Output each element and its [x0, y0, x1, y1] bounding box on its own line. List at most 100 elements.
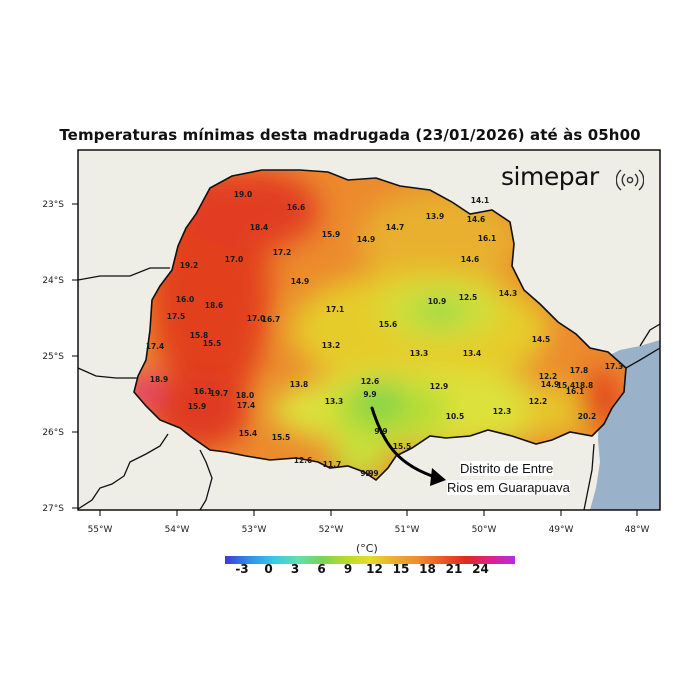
- station-value: 16.1: [194, 387, 213, 396]
- station-value: 14.9: [541, 380, 560, 389]
- station-value: 10.5: [446, 412, 465, 421]
- page-title: Temperaturas mínimas desta madrugada (23…: [59, 126, 641, 144]
- axis-labels: 55°W 54°W 53°W 52°W 51°W 50°W 49°W 48°W …: [42, 200, 649, 535]
- colorbar-tick-label: 6: [317, 562, 326, 576]
- lon-tick-label: 53°W: [242, 525, 267, 535]
- lon-tick-label: 48°W: [625, 525, 650, 535]
- lon-tick-label: 49°W: [549, 525, 574, 535]
- map-frame: [77, 149, 661, 511]
- station-value: 17.0: [247, 314, 266, 323]
- station-value: 12.6: [361, 377, 380, 386]
- station-value: 17.8: [570, 366, 589, 375]
- station-value: 14.9: [291, 277, 310, 286]
- lon-tick-label: 52°W: [319, 525, 344, 535]
- colorbar-tick-label: -3: [235, 562, 249, 576]
- annotation-line-1: Distrito de Entre: [460, 461, 554, 476]
- colorbar-tick-label: 24: [472, 562, 489, 576]
- station-value: 17.2: [273, 248, 292, 257]
- station-value: 14.9: [357, 235, 376, 244]
- colorbar-tick-label: 9: [343, 562, 353, 576]
- station-value: 16.7: [262, 315, 281, 324]
- station-value: 15.4: [239, 429, 258, 438]
- colorbar: [225, 556, 515, 564]
- station-value: 14.6: [461, 255, 480, 264]
- station-value: 17.0: [225, 255, 244, 264]
- station-value: 13.8: [290, 380, 309, 389]
- signal-rings-icon: [616, 169, 644, 191]
- station-value: 12.5: [459, 293, 478, 302]
- colorbar-tick-label: 18: [419, 562, 436, 576]
- colorbar-tick-label: 15: [392, 562, 410, 576]
- station-value: 15.9: [188, 402, 207, 411]
- station-value: 17.5: [167, 312, 186, 321]
- station-value: 13.3: [325, 397, 344, 406]
- station-value: 16.1: [566, 387, 585, 396]
- colorbar-tick-label: 3: [290, 562, 300, 576]
- annotation-line-2: Rios em Guarapuava: [447, 480, 570, 495]
- station-values: 19.0 16.6 14.1 18.4 13.9 14.6 14.7 15.9 …: [146, 190, 624, 478]
- station-value: 15.4: [557, 381, 576, 390]
- station-value: 16.6: [287, 203, 306, 212]
- colorbar-gradient: [225, 556, 515, 564]
- station-value: 12.2: [539, 372, 558, 381]
- station-value: 18.0: [236, 391, 255, 400]
- station-value: 12.2: [529, 397, 548, 406]
- station-value: 15.8: [190, 331, 209, 340]
- station-value: 11.7: [323, 460, 342, 469]
- station-value: 13.4: [463, 349, 482, 358]
- station-value: 17.4: [146, 342, 165, 351]
- station-value: 17.3: [605, 362, 624, 371]
- station-value: 14.3: [499, 289, 518, 298]
- neighbor-borders: [78, 267, 660, 510]
- brand-logo-text: simepar: [501, 162, 599, 191]
- station-value: 14.5: [532, 335, 551, 344]
- station-value: 13.2: [322, 341, 341, 350]
- colorbar-tick-label: 0: [264, 562, 273, 576]
- station-value: 10.9: [428, 297, 447, 306]
- station-value: 12.6: [294, 456, 313, 465]
- station-value: 15.6: [379, 320, 398, 329]
- station-value: 13.3: [410, 349, 429, 358]
- colorbar-tick-label: 12: [366, 562, 383, 576]
- station-value: 18.8: [575, 381, 594, 390]
- station-value: 15.5: [272, 433, 291, 442]
- station-value: 16.1: [478, 234, 497, 243]
- curved-arrow-icon: [370, 406, 446, 486]
- station-value: 14.7: [386, 223, 405, 232]
- station-value: 16.0: [176, 295, 195, 304]
- lon-tick-label: 50°W: [472, 525, 497, 535]
- station-value: 12.9: [430, 382, 449, 391]
- station-value: 18.6: [205, 301, 224, 310]
- lat-tick-label: 25°S: [42, 352, 64, 362]
- station-value: 19.2: [180, 261, 199, 270]
- lon-tick-label: 51°W: [395, 525, 420, 535]
- station-value: 12.3: [493, 407, 512, 416]
- axis-ticks: [72, 203, 638, 516]
- station-value: 20.2: [578, 412, 597, 421]
- station-value: 17.1: [326, 305, 345, 314]
- station-value: 18.4: [250, 223, 269, 232]
- station-value: 15.9: [322, 230, 341, 239]
- station-value: 9.9: [360, 469, 373, 478]
- lat-tick-label: 24°S: [42, 276, 64, 286]
- station-value: 9.9: [365, 469, 378, 478]
- lon-tick-label: 55°W: [88, 525, 113, 535]
- station-value: 15.5: [393, 442, 412, 451]
- station-value: 9.9: [363, 390, 376, 399]
- lat-tick-label: 23°S: [42, 200, 64, 210]
- station-value: 14.6: [467, 215, 486, 224]
- station-value: 17.4: [237, 401, 256, 410]
- station-value: 19.7: [210, 389, 229, 398]
- station-value: 18.9: [150, 375, 169, 384]
- colorbar-tick-label: 21: [445, 562, 463, 576]
- station-value: 13.9: [426, 212, 445, 221]
- station-value: 19.0: [234, 190, 253, 199]
- temperature-field: [134, 170, 626, 480]
- lon-tick-label: 54°W: [165, 525, 190, 535]
- lat-tick-label: 26°S: [42, 428, 64, 438]
- station-value: 15.5: [203, 339, 222, 348]
- lat-tick-label: 27°S: [42, 504, 64, 514]
- station-value: 14.1: [471, 196, 490, 205]
- colorbar-unit: (°C): [356, 542, 378, 555]
